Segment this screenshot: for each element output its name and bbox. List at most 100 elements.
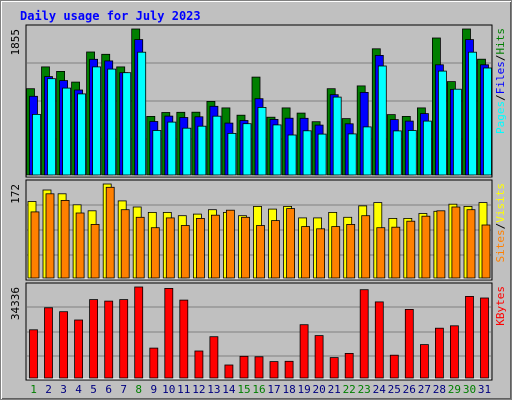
bar-sites-day-2: [45, 193, 55, 279]
bar-kbytes-day-30: [465, 295, 474, 379]
bar-sites-day-26: [406, 220, 416, 279]
bar-kbytes-day-9: [149, 347, 159, 379]
bar-sites-day-17: [271, 220, 280, 279]
bar-sites-day-21: [331, 226, 341, 279]
bar-pages-day-15: [242, 123, 252, 176]
bar-kbytes-day-16: [254, 356, 264, 379]
bar-sites-day-13: [210, 214, 220, 279]
bar-pages-day-8: [137, 51, 147, 176]
x-tick-label: 18: [282, 383, 295, 396]
bar-kbytes-day-15: [239, 355, 249, 379]
bar-pages-day-2: [47, 78, 56, 176]
x-tick-label: 27: [418, 383, 431, 396]
x-tick-label: 9: [150, 383, 157, 396]
bar-kbytes-day-18: [284, 360, 294, 379]
legend-kbytes: KBytes: [494, 286, 507, 326]
bar-sites-day-1: [30, 211, 40, 279]
legend-visits-sites: Sites/Visits: [494, 183, 507, 263]
bar-kbytes-day-4: [74, 319, 83, 379]
bar-kbytes-day-29: [449, 325, 459, 379]
legend-entry: /: [494, 94, 507, 101]
bar-kbytes-day-12: [194, 350, 204, 379]
bar-sites-day-5: [90, 223, 100, 279]
bar-kbytes-day-6: [104, 300, 114, 379]
bar-pages-day-23: [362, 126, 372, 176]
bar-pages-day-27: [422, 120, 432, 176]
bar-kbytes-day-25: [389, 354, 399, 379]
x-tick-label: 21: [328, 383, 341, 396]
y-max-label: 34336: [9, 287, 22, 320]
legend-entry: Hits: [494, 28, 507, 55]
legend-entry: Visits: [494, 183, 507, 223]
bar-sites-day-23: [361, 215, 371, 279]
bar-sites-day-22: [346, 223, 356, 279]
bar-pages-day-7: [122, 72, 132, 176]
x-tick-label: 16: [252, 383, 265, 396]
bar-sites-day-14: [225, 209, 235, 279]
legend-entry: /: [494, 223, 507, 230]
bar-pages-day-30: [468, 51, 477, 176]
bar-pages-day-29: [452, 88, 462, 176]
bar-pages-day-6: [107, 68, 117, 176]
bar-kbytes-day-26: [404, 308, 414, 379]
bar-pages-day-13: [212, 115, 222, 176]
bar-pages-day-26: [407, 130, 417, 176]
x-tick-label: 14: [222, 383, 236, 396]
x-tick-label: 24: [373, 383, 387, 396]
x-tick-label: 19: [297, 383, 310, 396]
x-tick-label: 7: [120, 383, 127, 396]
x-tick-label: 31: [478, 383, 491, 396]
bar-kbytes-day-8: [134, 286, 144, 379]
bar-kbytes-day-19: [299, 324, 309, 379]
x-tick-label: 8: [135, 383, 142, 396]
bar-pages-day-14: [227, 132, 237, 176]
bar-kbytes-day-14: [224, 364, 234, 379]
bar-sites-day-29: [451, 206, 461, 279]
bar-sites-day-27: [421, 215, 431, 279]
x-tick-label: 12: [192, 383, 205, 396]
legend-entry: /: [494, 55, 507, 62]
bars-layer: [26, 28, 492, 379]
bar-sites-day-28: [436, 210, 446, 279]
bar-pages-day-17: [272, 124, 282, 176]
bar-kbytes-day-7: [119, 299, 129, 379]
bar-sites-day-6: [105, 186, 115, 279]
x-tick-label: 30: [463, 383, 476, 396]
x-tick-label: 15: [237, 383, 250, 396]
bar-pages-day-4: [77, 93, 86, 176]
legend-entry: Pages: [494, 101, 507, 134]
bar-pages-day-31: [483, 67, 492, 176]
x-tick-label: 5: [90, 383, 97, 396]
bar-sites-day-7: [120, 209, 130, 279]
bar-kbytes-day-13: [209, 336, 219, 379]
bar-pages-day-22: [347, 133, 357, 176]
legend-entry: Files: [494, 61, 507, 94]
bar-kbytes-day-3: [59, 311, 68, 379]
bar-kbytes-day-24: [374, 301, 384, 379]
x-tick-label: 22: [343, 383, 356, 396]
bar-pages-day-9: [152, 130, 162, 176]
bar-kbytes-day-11: [179, 299, 189, 379]
bar-sites-day-19: [301, 226, 311, 279]
bar-sites-day-20: [316, 228, 326, 279]
legend-entry: KBytes: [494, 286, 507, 326]
x-tick-label: 11: [177, 383, 190, 396]
x-tick-label: 20: [312, 383, 325, 396]
bar-pages-day-24: [377, 65, 387, 176]
x-tick-label: 29: [448, 383, 461, 396]
bar-kbytes-day-1: [29, 329, 38, 379]
x-tick-label: 23: [358, 383, 371, 396]
bar-sites-day-3: [60, 199, 70, 279]
x-tick-label: 1: [30, 383, 37, 396]
bar-pages-day-20: [317, 133, 327, 176]
bar-pages-day-21: [332, 96, 342, 176]
bar-pages-day-19: [302, 130, 312, 176]
labels-layer: 1855Pages/Files/Hits172Sites/Visits34336…: [9, 28, 507, 396]
bar-pages-day-3: [62, 87, 71, 176]
bar-pages-day-16: [257, 107, 267, 176]
bar-kbytes-day-5: [89, 299, 98, 379]
x-tick-label: 6: [105, 383, 112, 396]
bar-pages-day-28: [437, 70, 447, 176]
bar-sites-day-10: [165, 217, 175, 279]
